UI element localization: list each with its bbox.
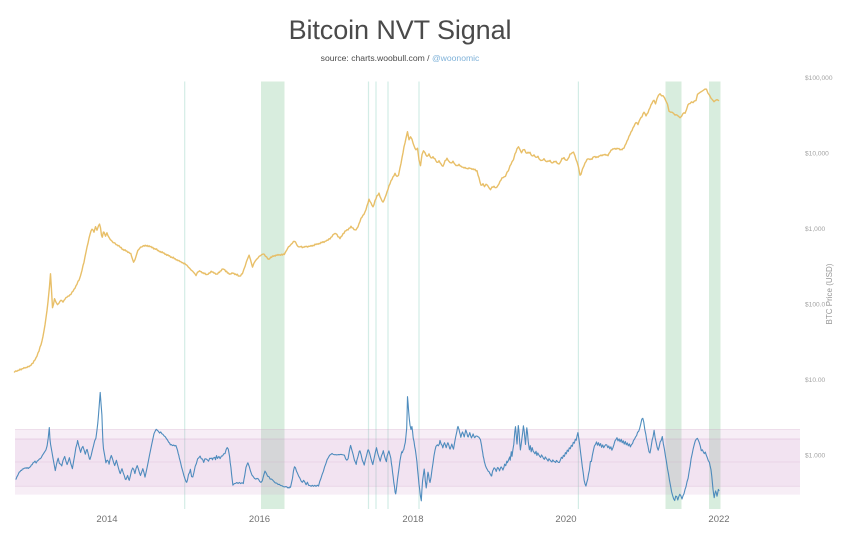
- svg-text:$10.00: $10.00: [805, 377, 826, 384]
- svg-text:$100.0: $100.0: [805, 302, 826, 309]
- svg-text:$1.000: $1.000: [805, 453, 826, 460]
- svg-text:2014: 2014: [96, 514, 117, 525]
- svg-text:2018: 2018: [402, 514, 423, 525]
- svg-text:2022: 2022: [708, 514, 729, 525]
- svg-text:$100,000: $100,000: [805, 75, 833, 82]
- svg-text:2016: 2016: [249, 514, 270, 525]
- svg-text:$1,000: $1,000: [805, 226, 826, 233]
- svg-text:$10,000: $10,000: [805, 151, 829, 158]
- svg-text:BTC Price (USD): BTC Price (USD): [825, 263, 834, 324]
- svg-text:2020: 2020: [555, 514, 576, 525]
